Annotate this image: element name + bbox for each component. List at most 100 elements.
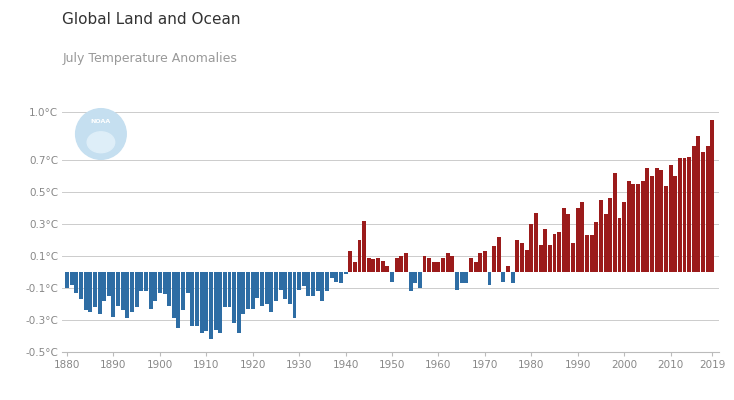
Bar bbox=[413, 272, 417, 283]
Bar bbox=[153, 272, 157, 301]
Bar bbox=[599, 200, 603, 272]
Bar bbox=[603, 214, 608, 272]
Bar bbox=[158, 272, 162, 293]
Bar bbox=[116, 272, 120, 306]
Bar bbox=[84, 272, 87, 310]
Bar bbox=[279, 272, 283, 290]
Bar bbox=[395, 258, 399, 272]
Bar bbox=[297, 272, 301, 290]
Bar bbox=[241, 272, 245, 314]
Bar bbox=[251, 272, 255, 309]
Bar bbox=[223, 272, 227, 307]
Bar bbox=[204, 272, 208, 331]
Bar bbox=[511, 272, 515, 283]
Bar bbox=[557, 232, 561, 272]
Bar bbox=[543, 229, 547, 272]
Bar bbox=[553, 234, 556, 272]
Bar bbox=[339, 272, 343, 283]
Bar bbox=[348, 251, 352, 272]
Bar bbox=[385, 266, 389, 272]
Bar bbox=[344, 272, 348, 274]
Bar bbox=[260, 272, 264, 306]
Bar bbox=[581, 202, 584, 272]
Bar bbox=[399, 256, 403, 272]
Bar bbox=[209, 272, 213, 339]
Bar bbox=[325, 272, 329, 291]
Bar bbox=[186, 272, 189, 293]
Bar bbox=[479, 253, 482, 272]
Bar bbox=[705, 146, 710, 272]
Bar bbox=[608, 198, 612, 272]
Bar bbox=[102, 272, 106, 301]
Bar bbox=[678, 158, 682, 272]
Bar bbox=[701, 152, 705, 272]
Bar bbox=[659, 170, 664, 272]
Bar bbox=[697, 136, 700, 272]
Text: July Temperature Anomalies: July Temperature Anomalies bbox=[62, 52, 237, 65]
Text: Global Land and Ocean: Global Land and Ocean bbox=[62, 12, 241, 27]
Bar bbox=[627, 181, 631, 272]
Bar bbox=[74, 272, 79, 293]
Bar bbox=[181, 272, 185, 310]
Bar bbox=[172, 272, 175, 318]
Bar bbox=[641, 181, 644, 272]
Bar bbox=[683, 158, 686, 272]
Bar bbox=[562, 208, 566, 272]
Bar bbox=[567, 214, 570, 272]
Bar bbox=[93, 272, 97, 307]
Bar bbox=[571, 243, 575, 272]
Bar bbox=[367, 258, 371, 272]
Bar bbox=[237, 272, 241, 333]
Bar bbox=[483, 251, 487, 272]
Bar bbox=[650, 176, 654, 272]
Bar bbox=[107, 272, 111, 296]
Bar bbox=[135, 272, 139, 307]
Bar bbox=[381, 261, 385, 272]
Bar bbox=[353, 262, 357, 272]
Bar bbox=[459, 272, 464, 283]
Bar bbox=[330, 272, 334, 278]
Bar bbox=[357, 240, 361, 272]
Bar bbox=[432, 262, 436, 272]
Bar bbox=[139, 272, 143, 291]
Bar bbox=[121, 272, 125, 310]
Bar bbox=[473, 262, 478, 272]
Bar bbox=[636, 184, 640, 272]
Bar bbox=[130, 272, 134, 312]
Bar bbox=[293, 272, 297, 318]
Bar bbox=[176, 272, 181, 328]
Bar bbox=[655, 168, 658, 272]
Bar bbox=[622, 202, 626, 272]
Bar bbox=[371, 259, 375, 272]
Bar bbox=[70, 272, 73, 285]
Circle shape bbox=[76, 109, 126, 159]
Bar bbox=[274, 272, 278, 301]
Bar bbox=[506, 266, 510, 272]
Bar bbox=[404, 253, 408, 272]
Bar bbox=[455, 272, 459, 290]
Ellipse shape bbox=[87, 132, 115, 153]
Bar bbox=[162, 272, 167, 294]
Bar bbox=[112, 272, 115, 317]
Bar bbox=[144, 272, 148, 291]
Bar bbox=[501, 272, 506, 282]
Bar bbox=[195, 272, 199, 326]
Bar bbox=[126, 272, 129, 318]
Bar bbox=[548, 245, 552, 272]
Bar bbox=[214, 272, 217, 330]
Bar bbox=[334, 272, 338, 282]
Bar bbox=[497, 237, 501, 272]
Bar bbox=[423, 256, 426, 272]
Bar bbox=[376, 258, 380, 272]
Bar bbox=[311, 272, 315, 296]
Text: NOAA: NOAA bbox=[91, 119, 111, 124]
Bar bbox=[390, 272, 394, 282]
Bar bbox=[645, 168, 650, 272]
Bar bbox=[321, 272, 324, 301]
Bar bbox=[613, 173, 617, 272]
Bar bbox=[539, 245, 542, 272]
Bar bbox=[589, 235, 594, 272]
Bar bbox=[79, 272, 83, 299]
Bar bbox=[595, 222, 598, 272]
Bar bbox=[529, 224, 534, 272]
